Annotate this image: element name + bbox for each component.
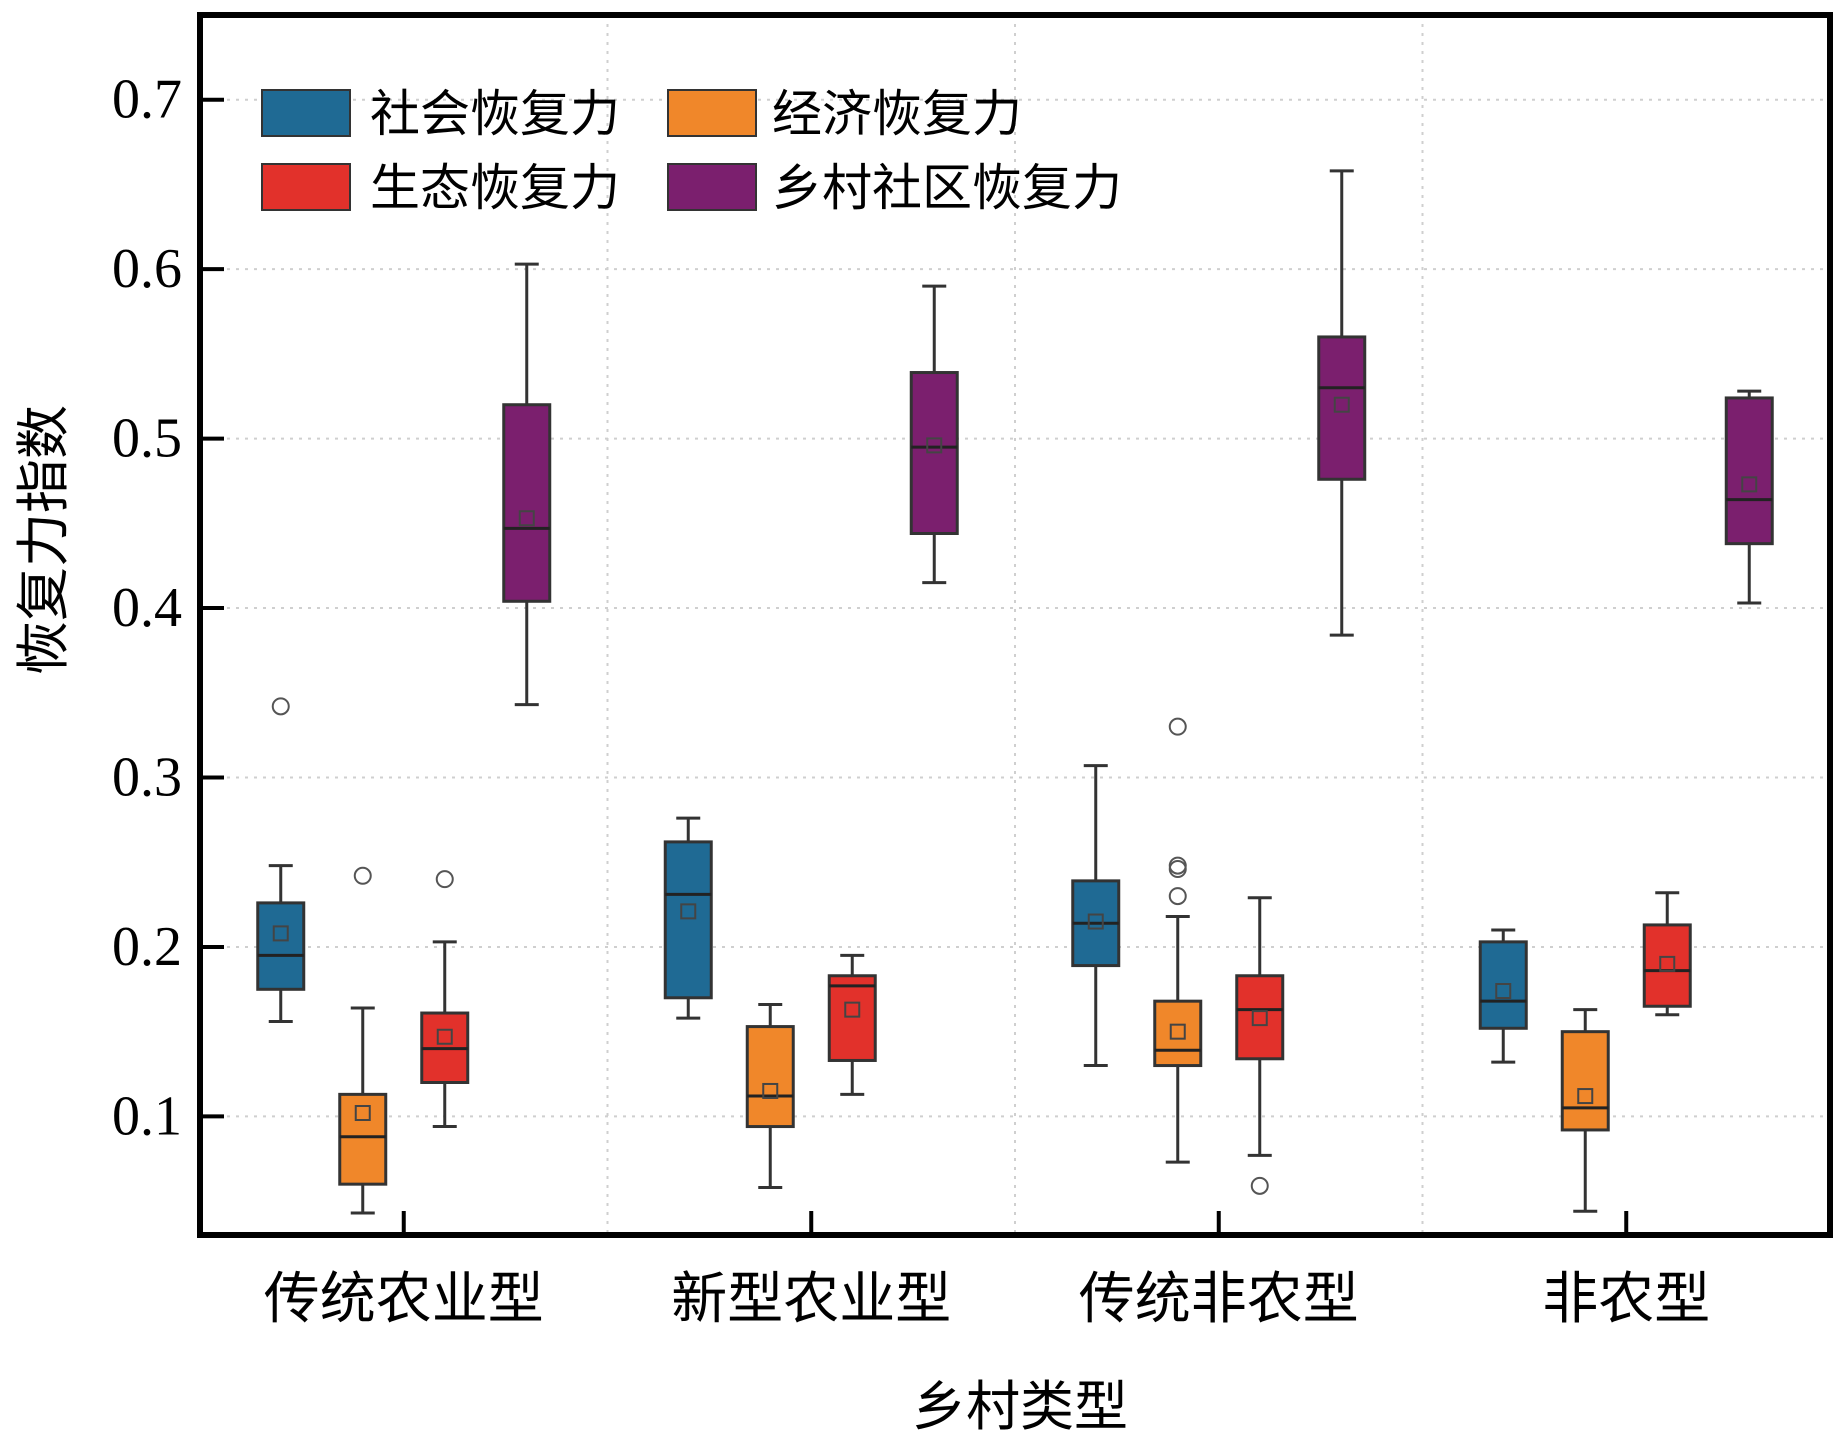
mean-marker [844,1001,861,1018]
y-tick-label: 0.5 [112,408,182,470]
outlier-point [1168,856,1187,875]
box-body [338,1092,388,1186]
mean-marker [354,1105,371,1121]
outlier-point [1168,717,1187,736]
y-tick-label: 0.1 [112,1085,182,1147]
y-tick-label: 0.7 [112,69,182,131]
outlier-point [435,870,454,889]
legend-label-social: 社会恢复力 [370,85,620,143]
legend-label-economic: 经济恢复力 [772,85,1022,143]
y-axis-title: 恢复力指数 [12,405,75,675]
box-body [502,403,552,603]
box-body [1317,335,1367,481]
mean-marker [1333,396,1350,413]
mean-marker [1577,1088,1594,1105]
outlier-point [353,866,372,885]
legend-swatch-economic [667,89,757,137]
tick-layer: 0.1 0.2 0.3 0.4 0.5 0.6 0.7 传统农业型 新型农业型 传统非农型 非农型 [112,69,1710,1332]
mean-marker [518,510,535,527]
outlier-point [1250,1176,1269,1195]
mean-marker [1741,476,1758,493]
box-body [1724,396,1774,546]
x-tick-label: 传统农业型 [264,1267,544,1332]
x-tick-label: 传统非农型 [1079,1267,1359,1332]
x-axis-title: 乡村类型 [912,1375,1128,1438]
box-body [827,974,877,1062]
mean-marker [1169,1023,1186,1040]
box-body [256,901,306,991]
box-body [1642,923,1692,1008]
legend-label-community: 乡村社区恢复力 [772,159,1122,217]
legend: 社会恢复力 经济恢复力 生态恢复力 乡村社区恢复力 [261,85,1122,217]
legend-swatch-ecological [261,163,351,211]
y-tick-label: 0.4 [112,577,182,639]
mean-marker [1659,955,1676,972]
grid-layer [200,15,1830,1235]
mean-marker [762,1082,779,1099]
y-tick-label: 0.6 [112,238,182,300]
plot-frame [197,12,1833,1238]
mean-marker [680,903,697,920]
outlier-point [1168,887,1187,906]
legend-swatch-social [261,89,351,137]
x-tick-label: 新型农业型 [671,1267,951,1332]
box-body [1153,999,1203,1068]
box-body [1560,1030,1610,1132]
y-tick-label: 0.2 [112,916,182,978]
box-body [663,840,713,1000]
box-body [909,371,959,535]
box-body [1478,940,1528,1030]
mean-marker [1087,913,1104,930]
y-tick-label: 0.3 [112,747,182,809]
box-body [1235,974,1285,1061]
x-tick-label: 非农型 [1542,1267,1710,1332]
legend-label-ecological: 生态恢复力 [370,159,620,217]
mean-marker [1251,1010,1268,1027]
box-layer [256,169,1774,1215]
mean-marker [1495,983,1512,999]
mean-marker [272,925,289,942]
outlier-point [271,697,290,716]
mean-marker [926,437,943,454]
mean-marker [436,1028,453,1045]
legend-swatch-community [667,163,757,211]
box-body [745,1025,795,1129]
